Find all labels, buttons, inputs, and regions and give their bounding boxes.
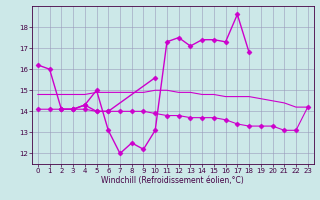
X-axis label: Windchill (Refroidissement éolien,°C): Windchill (Refroidissement éolien,°C): [101, 176, 244, 185]
